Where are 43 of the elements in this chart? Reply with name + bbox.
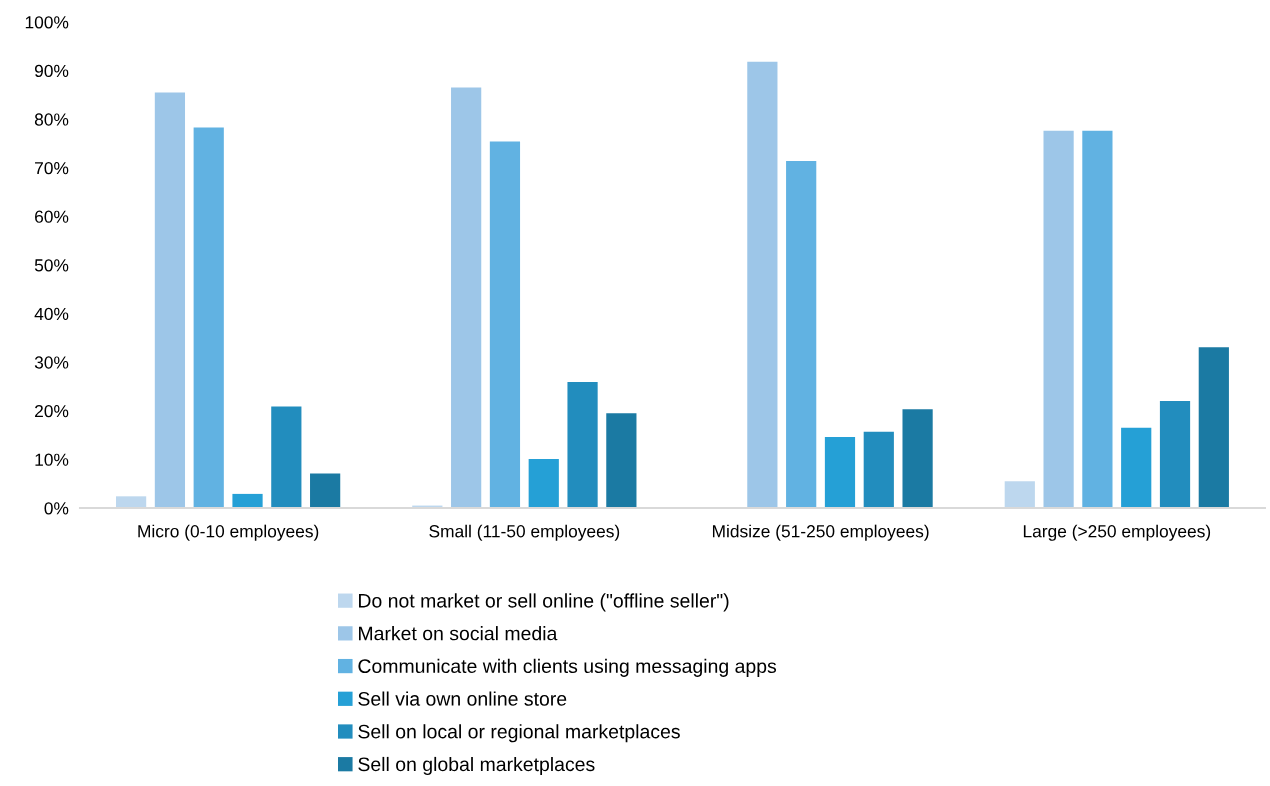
bar — [1043, 130, 1074, 508]
bar — [824, 437, 856, 508]
y-tick-label: 80% — [34, 113, 69, 126]
legend-label: Sell on local or regional marketplaces — [358, 724, 680, 743]
legend-label: Do not market or sell online ("offline seller") — [359, 593, 729, 612]
bar — [232, 493, 263, 508]
x-tick-label: Small (11-50 employees) — [429, 524, 620, 541]
bar — [863, 431, 894, 508]
bar — [1004, 481, 1035, 508]
y-tick-label: 50% — [34, 259, 69, 272]
bar — [902, 409, 933, 508]
bar — [606, 413, 637, 508]
bar — [1198, 347, 1229, 508]
bar — [528, 458, 559, 508]
bar — [1159, 401, 1191, 508]
legend-label: Communicate with clients using messaging apps — [358, 658, 777, 677]
legend-label: Market on social media — [359, 626, 558, 641]
bar — [193, 127, 224, 508]
bar — [271, 406, 302, 508]
y-tick-label: 70% — [35, 161, 69, 175]
x-tick-label: Large (>250 employees) — [1023, 524, 1211, 541]
legend-label: Sell via own online store — [358, 691, 567, 706]
bar — [310, 473, 341, 508]
y-tick-label: 60% — [35, 210, 69, 223]
bar — [451, 87, 482, 508]
bar — [1121, 427, 1152, 508]
bar — [567, 382, 598, 508]
y-tick-label: 90% — [34, 64, 69, 78]
bar — [116, 496, 147, 508]
y-tick-label: 40% — [34, 307, 69, 321]
bar — [154, 92, 186, 508]
bar — [1082, 130, 1113, 508]
y-tick-label: 30% — [34, 356, 69, 369]
y-tick-label: 20% — [35, 404, 69, 418]
x-tick-label: Midsize (51-250 employees) — [712, 524, 929, 541]
bar — [786, 161, 817, 508]
bar — [747, 61, 778, 508]
bar — [489, 141, 521, 508]
y-tick-label: 0% — [44, 502, 69, 515]
x-tick-label: Micro (0-10 employees) — [138, 524, 319, 541]
legend-label: Sell on global marketplaces — [358, 756, 595, 776]
y-tick-label: 10% — [35, 453, 69, 466]
y-tick-label: 100% — [25, 16, 69, 29]
